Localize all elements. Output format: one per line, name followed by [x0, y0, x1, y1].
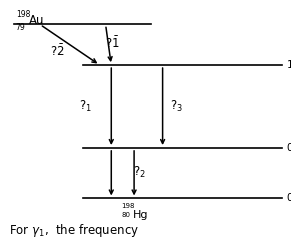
Text: 1.088 MeV: 1.088 MeV	[287, 60, 291, 70]
Text: $?\bar{1}$: $?\bar{1}$	[105, 35, 120, 51]
Text: Au: Au	[29, 14, 44, 27]
Text: 0.412 MeV: 0.412 MeV	[287, 143, 291, 153]
Text: $?_1$: $?_1$	[79, 99, 92, 114]
Text: 0: 0	[287, 193, 291, 204]
Text: 198: 198	[121, 203, 135, 209]
Text: 80: 80	[121, 212, 130, 218]
Text: $?\bar{2}$: $?\bar{2}$	[50, 44, 64, 59]
Text: 79: 79	[16, 23, 26, 32]
Text: $?_3$: $?_3$	[171, 99, 183, 114]
Text: Hg: Hg	[133, 210, 148, 220]
Text: 198: 198	[16, 10, 30, 19]
Text: $?_2$: $?_2$	[133, 165, 146, 180]
Text: For $\gamma_1$,  the frequency: For $\gamma_1$, the frequency	[9, 222, 139, 239]
